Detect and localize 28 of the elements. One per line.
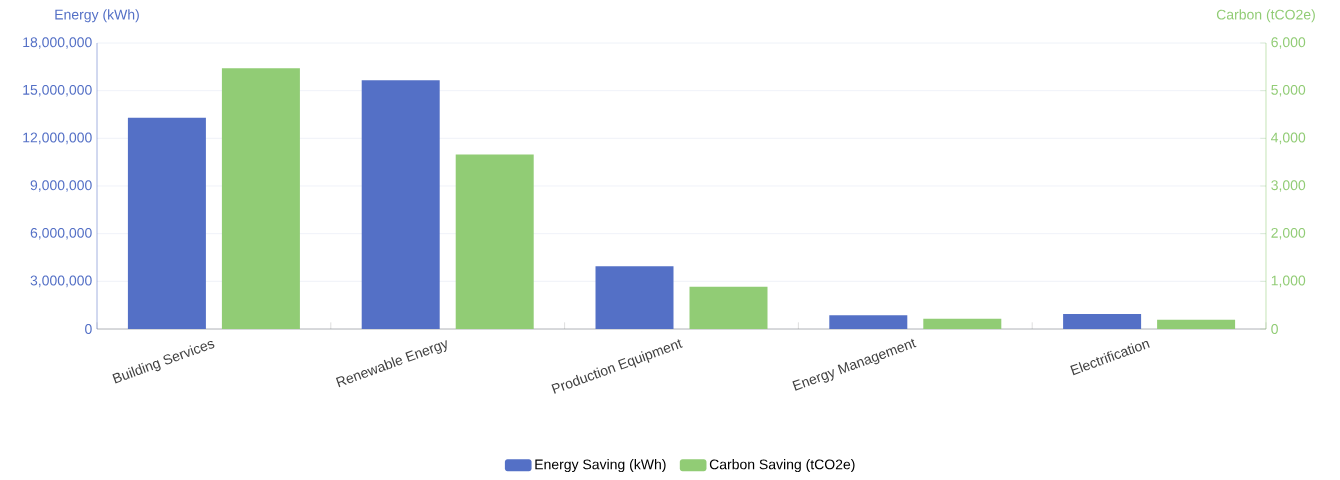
legend-label: Energy Saving (kWh) (535, 459, 666, 473)
bar (127, 117, 206, 329)
bar (829, 315, 908, 329)
y-tick-label: 15,000,000 (23, 84, 92, 97)
bar (361, 80, 440, 329)
bar (455, 154, 534, 329)
y2-tick-label: 4,000 (1271, 132, 1306, 145)
y2-axis-title: Carbon (tCO2e) (1216, 9, 1315, 23)
bar (689, 286, 768, 329)
bar (595, 266, 674, 329)
y-tick-label: 3,000,000 (30, 275, 92, 288)
y2-tick-label: 0 (1271, 324, 1278, 334)
y-axis-title: Energy (kWh) (55, 9, 139, 23)
y2-tick-label: 5,000 (1271, 84, 1306, 97)
y2-tick-label: 3,000 (1271, 180, 1306, 192)
y2-tick-label: 6,000 (1271, 37, 1306, 49)
y2-tick-label: 1,000 (1271, 275, 1306, 288)
y-tick-label: 18,000,000 (23, 37, 92, 49)
y-tick-label: 12,000,000 (23, 132, 92, 145)
y-tick-label: 6,000,000 (30, 227, 92, 240)
y-tick-label: 0 (85, 324, 92, 334)
bar (221, 68, 300, 329)
bar (923, 318, 1002, 329)
bar (1063, 314, 1142, 329)
y2-tick-label: 2,000 (1271, 227, 1306, 240)
bar (1157, 319, 1236, 329)
legend-label: Carbon Saving (tCO2e) (709, 459, 855, 473)
y-tick-label: 9,000,000 (30, 180, 92, 192)
